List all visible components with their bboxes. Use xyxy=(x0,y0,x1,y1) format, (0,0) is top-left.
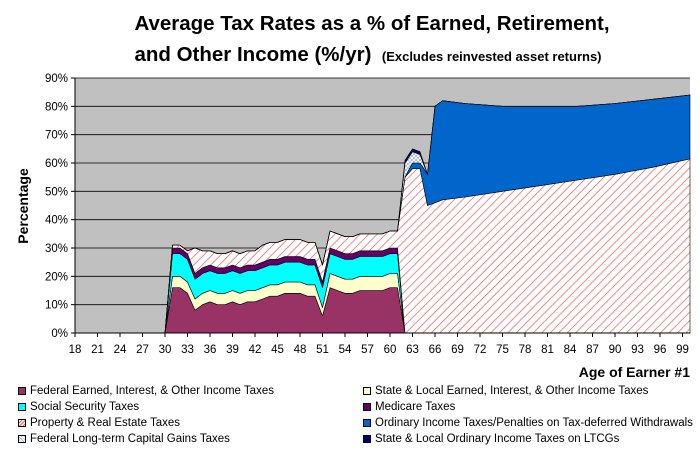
x-tick-labels: 18 21 24 27 30 33 36 39 42 45 48 51 54 57 60 63 66 69 72 75… xyxy=(69,333,689,356)
legend-item: Ordinary Income Taxes/Penalties on Tax-d… xyxy=(363,417,693,429)
x-tick-label: 66 xyxy=(429,344,442,356)
x-tick-label: 90 xyxy=(609,344,622,356)
series-area-7 xyxy=(164,94,691,334)
legend-label: Federal Earned, Interest, & Other Income… xyxy=(30,385,274,397)
y-tick-label: 60% xyxy=(45,158,68,170)
legend-label: Property & Real Estate Taxes xyxy=(30,417,180,429)
legend-item: State & Local Ordinary Income Taxes on L… xyxy=(363,433,619,445)
chart-title-note: (Excludes reinvested asset returns) xyxy=(382,49,602,64)
x-tick-label: 42 xyxy=(249,344,262,356)
legend-item: Federal Earned, Interest, & Other Income… xyxy=(18,385,274,397)
legend-item: Medicare Taxes xyxy=(363,401,455,413)
x-tick-label: 39 xyxy=(226,344,239,356)
legend-swatch xyxy=(363,387,371,395)
y-tick-label: 30% xyxy=(45,243,68,255)
x-tick-label: 36 xyxy=(204,344,217,356)
axes xyxy=(74,78,690,334)
x-tick-label: 60 xyxy=(384,344,397,356)
chart-title-line2: and Other Income (%/yr) (Excludes reinve… xyxy=(134,43,601,66)
legend-swatch xyxy=(18,435,26,443)
legend-swatch xyxy=(363,403,371,411)
x-tick-label: 84 xyxy=(564,344,577,356)
x-tick-label: 21 xyxy=(91,344,104,356)
x-tick-label: 24 xyxy=(114,344,127,356)
y-tick-labels: 0% 10% 20% 30% 40% 50% 60% 70% 80% 90% xyxy=(45,73,75,340)
x-tick-label: 78 xyxy=(519,344,532,356)
x-tick-label: 69 xyxy=(451,344,464,356)
legend-item: Social Security Taxes xyxy=(18,401,139,413)
x-tick-label: 54 xyxy=(339,344,352,356)
legend-swatch xyxy=(18,419,26,427)
x-tick-label: 30 xyxy=(159,344,172,356)
x-tick-label: 93 xyxy=(631,344,644,356)
x-tick-label: 99 xyxy=(676,344,689,356)
y-tick-label: 70% xyxy=(45,130,68,142)
y-axis-label: Percentage xyxy=(15,168,31,244)
y-tick-label: 50% xyxy=(45,186,68,198)
chart-title-main: and Other Income (%/yr) xyxy=(134,43,371,66)
x-tick-label: 87 xyxy=(586,344,599,356)
y-tick-label: 80% xyxy=(45,101,68,113)
legend-item: Federal Long-term Capital Gains Taxes xyxy=(18,433,230,445)
x-tick-label: 48 xyxy=(294,344,307,356)
x-tick-label: 72 xyxy=(474,344,487,356)
legend-item: State & Local Earned, Interest, & Other … xyxy=(363,385,648,397)
y-tick-label: 10% xyxy=(45,300,68,312)
y-tick-label: 40% xyxy=(45,215,68,227)
legend-swatch xyxy=(363,419,371,427)
x-tick-label: 63 xyxy=(406,344,419,356)
legend-label: State & Local Ordinary Income Taxes on L… xyxy=(375,433,620,445)
x-axis-label: Age of Earner #1 xyxy=(579,364,690,380)
x-tick-label: 27 xyxy=(136,344,149,356)
chart-title-line1: Average Tax Rates as a % of Earned, Reti… xyxy=(134,12,609,35)
x-tick-label: 45 xyxy=(271,344,284,356)
legend-label: State & Local Earned, Interest, & Other … xyxy=(375,385,649,397)
legend-swatch xyxy=(18,387,26,395)
x-tick-label: 18 xyxy=(69,344,82,356)
legend-label: Federal Long-term Capital Gains Taxes xyxy=(30,433,230,445)
y-tick-label: 0% xyxy=(51,328,68,340)
legend-label: Medicare Taxes xyxy=(375,401,456,413)
x-tick-label: 57 xyxy=(361,344,374,356)
y-tick-label: 20% xyxy=(45,271,68,283)
x-tick-label: 51 xyxy=(316,344,329,356)
legend-label: Ordinary Income Taxes/Penalties on Tax-d… xyxy=(375,417,693,429)
x-tick-label: 81 xyxy=(541,344,554,356)
y-tick-label: 90% xyxy=(45,73,68,85)
legend-item: Property & Real Estate Taxes xyxy=(18,417,180,429)
x-tick-label: 75 xyxy=(496,344,509,356)
legend-swatch xyxy=(18,403,26,411)
legend-label: Social Security Taxes xyxy=(30,401,140,413)
x-tick-label: 33 xyxy=(181,344,194,356)
x-tick-label: 96 xyxy=(654,344,667,356)
legend-swatch xyxy=(363,435,371,443)
